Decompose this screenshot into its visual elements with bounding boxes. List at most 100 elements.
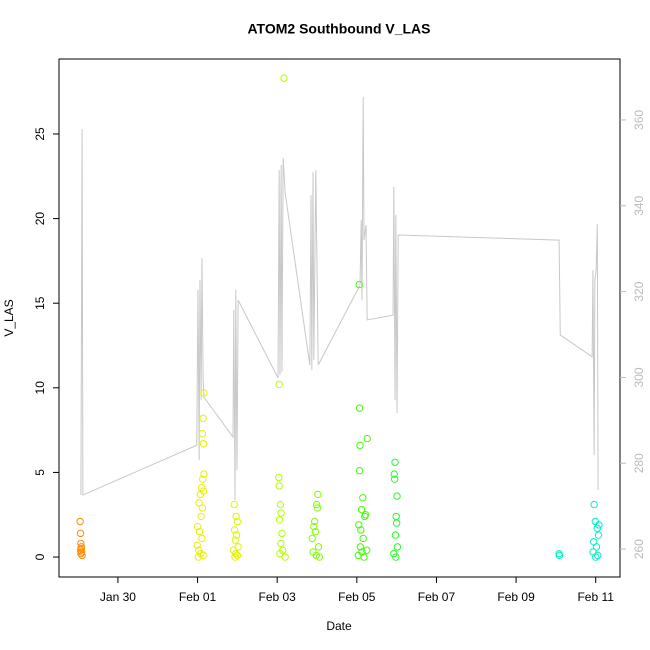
point	[313, 504, 322, 512]
y2-tick-label: 260	[632, 539, 646, 559]
x-tick-label: Feb 11	[577, 590, 614, 604]
point	[275, 516, 284, 524]
point	[277, 539, 285, 548]
x-tick-label: Jan 30	[100, 590, 136, 604]
point	[311, 527, 320, 536]
point	[76, 529, 85, 538]
plot-frame	[58, 58, 621, 578]
point	[593, 524, 602, 532]
y-tick-label: 20	[33, 212, 47, 226]
point	[310, 517, 319, 526]
point	[356, 441, 364, 450]
point	[233, 517, 242, 526]
point	[276, 549, 284, 558]
point	[310, 522, 318, 531]
point	[198, 534, 206, 543]
point	[281, 553, 289, 561]
y-tick-label: 25	[33, 127, 47, 141]
point	[199, 439, 208, 448]
point	[391, 458, 399, 466]
point	[356, 543, 365, 551]
point	[196, 490, 205, 499]
point	[357, 505, 366, 514]
point	[594, 551, 602, 560]
x-tick-label: Feb 05	[338, 590, 376, 604]
x-tick-label: Feb 09	[497, 590, 535, 604]
point	[594, 531, 603, 539]
point	[230, 526, 239, 534]
point	[76, 517, 84, 526]
point	[78, 551, 86, 560]
x-tick-label: Feb 03	[259, 590, 297, 604]
point	[592, 553, 600, 561]
point	[77, 543, 85, 551]
point	[193, 541, 201, 549]
point	[232, 531, 241, 539]
point	[197, 512, 205, 521]
point	[230, 500, 238, 509]
point	[231, 536, 240, 544]
point	[359, 494, 367, 502]
point	[360, 553, 368, 561]
point	[392, 553, 400, 561]
point	[231, 553, 239, 561]
point	[363, 546, 371, 554]
y-tick-label: 5	[33, 469, 47, 476]
point	[312, 500, 321, 509]
point	[592, 543, 601, 551]
point	[555, 551, 564, 560]
point	[314, 490, 322, 499]
y2-tick-label: 280	[632, 453, 646, 473]
point	[391, 531, 400, 539]
point	[392, 519, 401, 527]
point	[200, 470, 208, 478]
point	[363, 434, 371, 443]
point	[393, 543, 402, 551]
point	[393, 492, 401, 500]
point	[276, 500, 285, 509]
point	[359, 534, 367, 543]
x-tick-label: Feb 01	[179, 590, 217, 604]
x-axis-label: Date	[326, 619, 352, 633]
point	[193, 522, 202, 531]
point	[275, 473, 283, 482]
point	[315, 553, 324, 561]
point	[76, 546, 85, 554]
point	[361, 511, 370, 519]
y2-tick-label: 320	[632, 281, 646, 301]
point	[590, 500, 598, 509]
point	[194, 553, 203, 561]
y2-tick-label: 300	[632, 367, 646, 387]
point	[314, 543, 323, 551]
point	[198, 504, 207, 512]
point	[199, 551, 207, 560]
x-tick-label: Feb 07	[418, 590, 456, 604]
point	[199, 475, 207, 483]
point	[390, 470, 398, 478]
point	[392, 512, 400, 521]
line-series	[80, 96, 599, 501]
point	[390, 475, 399, 483]
point	[355, 467, 364, 475]
point	[275, 380, 283, 389]
point	[308, 534, 316, 543]
y-tick-label: 0	[33, 553, 47, 560]
y-tick-label: 10	[33, 381, 47, 395]
point	[275, 482, 283, 490]
point	[195, 527, 204, 536]
point	[278, 529, 286, 538]
point	[277, 509, 285, 517]
point	[234, 543, 242, 551]
point	[232, 549, 240, 558]
point	[355, 280, 363, 289]
point	[357, 526, 365, 534]
point	[199, 414, 207, 422]
y2-tick-label: 360	[632, 110, 646, 130]
point	[355, 404, 364, 412]
chart-title: ATOM2 Southbound V_LAS	[247, 21, 430, 37]
y2-tick-label: 340	[632, 195, 646, 215]
y-tick-label: 15	[33, 296, 47, 310]
point	[232, 512, 240, 521]
y-axis-label: V_LAS	[2, 299, 16, 336]
